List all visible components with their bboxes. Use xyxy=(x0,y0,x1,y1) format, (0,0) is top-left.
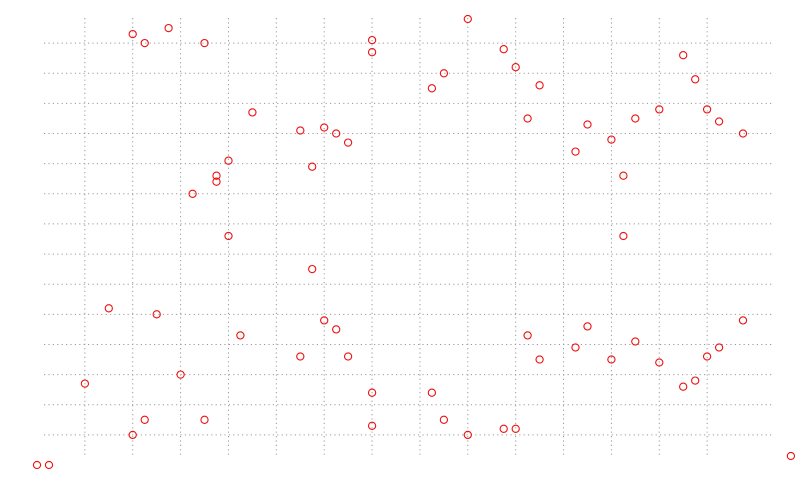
data-point xyxy=(691,75,700,84)
data-point xyxy=(128,29,137,39)
data-point xyxy=(463,430,472,440)
data-point xyxy=(702,352,712,361)
data-point xyxy=(200,415,209,424)
data-point xyxy=(320,123,329,132)
data-point xyxy=(607,355,616,364)
data-point xyxy=(691,376,700,385)
data-point xyxy=(738,316,748,325)
data-point xyxy=(224,231,233,241)
data-point xyxy=(176,370,185,379)
data-point xyxy=(188,189,197,198)
data-point xyxy=(367,35,377,45)
data-point xyxy=(332,325,341,334)
data-point xyxy=(152,310,161,319)
data-point xyxy=(619,171,628,180)
data-point xyxy=(427,388,437,397)
data-point xyxy=(140,38,149,48)
grid xyxy=(44,18,773,456)
data-point xyxy=(308,162,317,171)
data-points xyxy=(32,14,796,470)
data-point xyxy=(32,460,42,470)
data-point xyxy=(80,379,90,388)
data-point xyxy=(679,382,688,391)
data-point xyxy=(343,138,353,147)
data-point xyxy=(571,343,580,352)
data-point xyxy=(535,355,544,364)
data-point xyxy=(631,337,640,346)
data-point xyxy=(427,84,437,93)
data-point xyxy=(439,415,449,424)
data-point xyxy=(679,51,688,60)
data-point xyxy=(212,171,221,180)
data-point xyxy=(499,45,508,54)
data-point xyxy=(296,126,305,135)
data-point xyxy=(786,451,796,461)
data-point xyxy=(332,129,341,138)
data-point xyxy=(212,177,221,186)
data-point xyxy=(44,460,54,470)
data-point xyxy=(164,23,173,33)
data-point xyxy=(714,343,724,352)
data-point xyxy=(619,231,628,241)
data-point xyxy=(128,430,137,440)
data-point xyxy=(104,304,113,313)
data-point xyxy=(367,421,377,430)
data-point xyxy=(236,331,245,340)
data-point xyxy=(571,147,580,156)
data-point xyxy=(511,63,520,72)
data-point xyxy=(655,358,664,367)
data-point xyxy=(583,120,592,129)
data-point xyxy=(140,415,149,424)
data-point xyxy=(367,388,377,397)
data-point xyxy=(367,48,377,57)
data-point xyxy=(200,38,209,48)
data-point xyxy=(308,264,317,274)
data-point xyxy=(631,114,640,123)
data-point xyxy=(248,108,257,117)
data-point xyxy=(343,352,353,361)
data-point xyxy=(296,352,305,361)
data-point xyxy=(320,316,329,325)
data-point xyxy=(655,105,664,114)
data-point xyxy=(607,135,616,144)
data-point xyxy=(463,14,472,24)
data-point xyxy=(224,156,233,165)
data-point xyxy=(523,331,532,340)
data-point xyxy=(499,424,508,433)
data-point xyxy=(439,69,449,78)
data-point xyxy=(583,322,592,331)
data-point xyxy=(535,81,544,90)
data-point xyxy=(702,105,712,114)
data-point xyxy=(714,117,724,126)
data-point xyxy=(511,424,520,433)
data-point xyxy=(523,114,532,123)
data-point xyxy=(738,129,748,138)
